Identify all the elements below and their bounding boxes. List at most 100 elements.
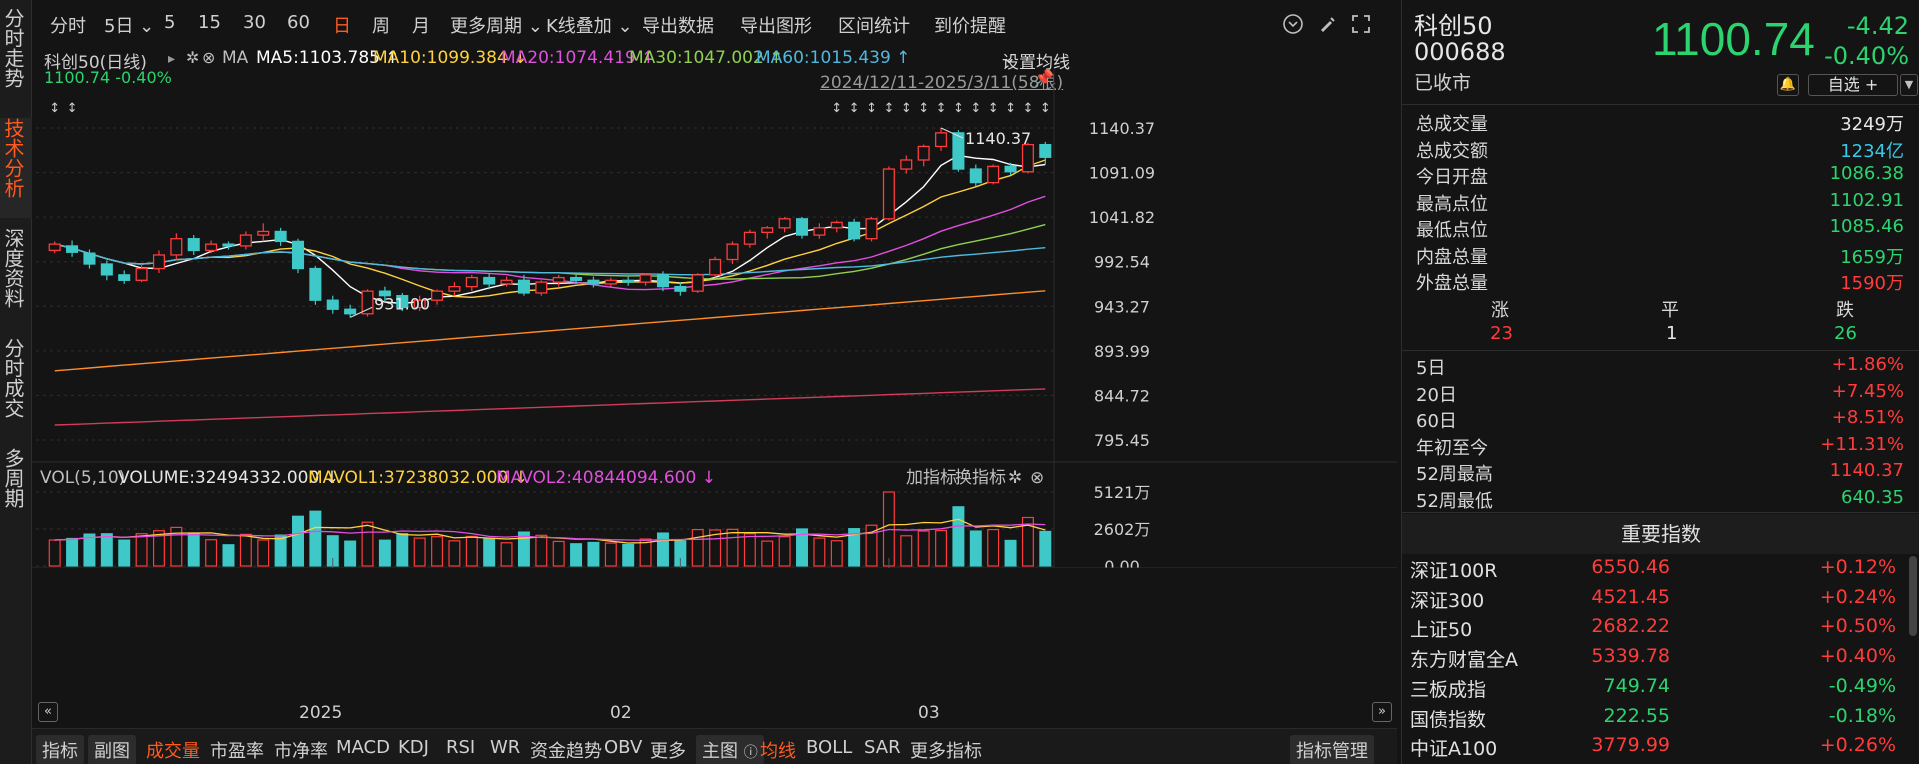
period-30min[interactable]: 30 xyxy=(243,12,266,33)
bell-icon[interactable]: 🔔 xyxy=(1777,74,1799,96)
candle-body xyxy=(1039,143,1052,158)
index-row[interactable]: 中证A100 3779.99 +0.26% xyxy=(1410,734,1910,764)
watchlist-dropdown-icon[interactable]: ▼ xyxy=(1900,74,1918,96)
legend-close-icon[interactable]: ⊗ xyxy=(202,48,216,67)
volume-bar xyxy=(170,526,183,567)
vol-tick-label: 0.00 xyxy=(1104,557,1140,568)
kline-overlay-dropdown[interactable]: K线叠加 ⌄ xyxy=(546,16,633,37)
tab-label: 多周期 xyxy=(1,448,25,508)
indicator-manage-button[interactable]: 指标管理 xyxy=(1290,735,1374,764)
candle-body xyxy=(413,299,426,309)
stat-label: 总成交量 xyxy=(1416,114,1488,135)
stat-value: 1234亿 xyxy=(1840,140,1904,162)
index-name: 上证50 xyxy=(1410,619,1473,642)
period-60min[interactable]: 60 xyxy=(287,12,310,33)
legend-expand-icon[interactable]: ▸ xyxy=(168,51,176,67)
kdj-indicator[interactable]: KDJ xyxy=(398,737,429,758)
help-icon: ⓘ xyxy=(743,745,758,761)
main-chart-button[interactable]: 主图 ⓘ xyxy=(696,735,764,764)
tab-intraday-trades[interactable]: 分时成交 xyxy=(0,338,32,438)
stat-label: 今日开盘 xyxy=(1416,167,1488,188)
index-row[interactable]: 深证100R 6550.46 +0.12% xyxy=(1410,556,1910,586)
more-periods-dropdown[interactable]: 更多周期 ⌄ xyxy=(450,16,543,37)
vol-legend-volume: VOLUME:32494332.000 ↓ xyxy=(118,468,339,488)
obv-indicator[interactable]: OBV xyxy=(604,737,643,758)
candlestick-chart[interactable]: 1140.37 1091.09 1041.82 992.54 943.27 893.99 8… xyxy=(32,68,1397,576)
candle-body xyxy=(1004,165,1017,173)
volume-indicator[interactable]: 成交量 xyxy=(146,741,200,762)
tab-multi-period[interactable]: 多周期 xyxy=(0,448,32,528)
indicator-button[interactable]: 指标 xyxy=(36,735,84,764)
more-indicator-button[interactable]: 更多 xyxy=(650,741,686,762)
index-row[interactable]: 上证50 2682.22 +0.50% xyxy=(1410,615,1910,645)
tab-technical[interactable]: 技术分析 xyxy=(0,118,32,218)
x-tick-label: 2025 xyxy=(299,703,343,723)
range-stats-button[interactable]: 区间统计 xyxy=(838,16,910,37)
pin-icon[interactable]: 📌 xyxy=(1034,68,1054,87)
fullscreen-icon[interactable] xyxy=(1350,13,1372,35)
indicator-settings-icon[interactable]: ✲ xyxy=(1008,468,1022,488)
draw-brush-icon[interactable] xyxy=(1316,13,1338,35)
ma-indicator[interactable]: 均线 xyxy=(760,741,796,762)
period-5day[interactable]: 5日 ⌄ xyxy=(104,16,155,37)
volume-bar xyxy=(796,528,808,567)
period-15min[interactable]: 15 xyxy=(198,12,221,33)
index-row[interactable]: 东方财富全A 5339.78 +0.40% xyxy=(1410,645,1910,675)
candle-body xyxy=(743,231,756,245)
date-range-label[interactable]: 2024/12/11-2025/3/11(58根) xyxy=(820,73,1064,93)
period-week[interactable]: 周 xyxy=(372,16,390,37)
index-pct: +0.40% xyxy=(1819,645,1896,668)
candle-body xyxy=(378,290,391,297)
rsi-indicator[interactable]: RSI xyxy=(446,737,476,758)
pb-indicator[interactable]: 市净率 xyxy=(274,741,328,762)
legend-settings-icon[interactable]: ✲ xyxy=(186,48,200,67)
price-change-pct: -0.40% xyxy=(1824,42,1909,70)
period-intraday[interactable]: 分时 xyxy=(50,16,86,37)
index-name: 深证100R xyxy=(1410,560,1498,582)
low-marker-arrow xyxy=(349,306,373,318)
event-marker: ↕ xyxy=(988,101,999,116)
index-row[interactable]: 国债指数 222.55 -0.18% xyxy=(1410,705,1910,735)
event-marker: ↕ xyxy=(883,101,894,116)
tab-intraday[interactable]: 分时走势 xyxy=(0,8,32,108)
chart-area[interactable]: 1140.37 1091.09 1041.82 992.54 943.27 893.99 8… xyxy=(32,68,1397,576)
more-indicators-button[interactable]: 更多指标 xyxy=(910,741,982,762)
period-month[interactable]: 月 xyxy=(412,16,430,37)
period-value: +8.51% xyxy=(1831,407,1904,428)
switch-indicator-link[interactable]: 换指标 xyxy=(955,468,1006,488)
chart-toolbar: 分时 5日 ⌄ 5 15 30 60 日 周 月 更多周期 ⌄ K线叠加 ⌄ 导… xyxy=(32,0,1397,46)
export-data-button[interactable]: 导出数据 xyxy=(642,16,714,37)
price-alert-button[interactable]: 到价提醒 xyxy=(934,16,1006,37)
volume-bar xyxy=(900,535,913,567)
tab-deep-data[interactable]: 深度资料 xyxy=(0,228,32,328)
indicator-close-icon[interactable]: ⊗ xyxy=(1030,468,1044,488)
period-day[interactable]: 日 xyxy=(333,16,351,37)
sar-indicator[interactable]: SAR xyxy=(864,737,901,758)
fund-trend-indicator[interactable]: 资金趋势 xyxy=(530,741,602,762)
wr-indicator[interactable]: WR xyxy=(490,737,521,758)
index-row[interactable]: 深证300 4521.45 +0.24% xyxy=(1410,586,1910,616)
ma5-line xyxy=(54,154,1046,305)
index-pct: -0.49% xyxy=(1828,674,1896,697)
scroll-left-icon[interactable]: « xyxy=(38,702,58,722)
pe-indicator[interactable]: 市盈率 xyxy=(210,741,264,762)
index-row[interactable]: 三板成指 749.74 -0.49% xyxy=(1410,675,1910,705)
boll-indicator[interactable]: BOLL xyxy=(806,737,853,758)
event-marker: ↕ xyxy=(1005,101,1016,116)
sub-chart-button[interactable]: 副图 xyxy=(88,735,136,764)
ma5-value: MA5:1103.785 ↑ xyxy=(256,48,400,68)
add-watchlist-button[interactable]: 自选 + xyxy=(1808,74,1898,96)
scroll-right-icon[interactable]: » xyxy=(1372,702,1392,722)
macd-indicator[interactable]: MACD xyxy=(336,737,390,758)
collapse-chevron-icon[interactable] xyxy=(1282,13,1304,35)
period-5min[interactable]: 5 xyxy=(164,12,176,33)
export-chart-button[interactable]: 导出图形 xyxy=(740,16,812,37)
event-marker: ↕ xyxy=(67,101,78,116)
period-label: 年初至今 xyxy=(1416,437,1488,459)
add-indicator-link[interactable]: 加指标 xyxy=(906,468,957,488)
ma-settings-dropdown[interactable]: 设置均线 ⌄ xyxy=(1002,48,1070,73)
volume-bar xyxy=(483,537,496,567)
index-pct: +0.12% xyxy=(1819,556,1896,578)
index-scrollbar[interactable] xyxy=(1909,556,1917,636)
divider xyxy=(1402,104,1919,105)
